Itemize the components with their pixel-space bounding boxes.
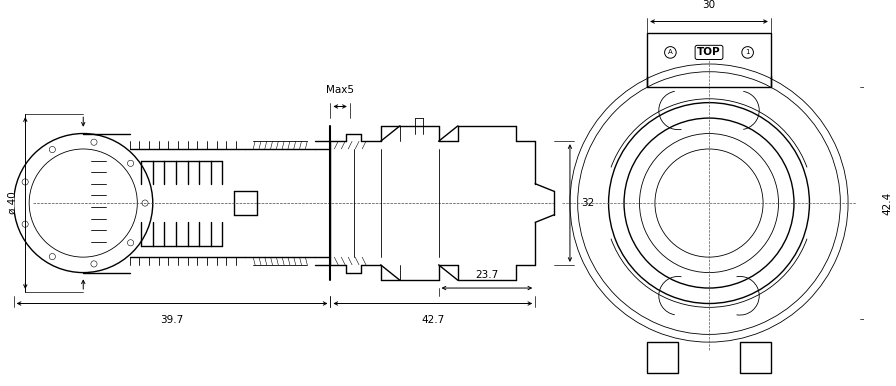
Text: Max5: Max5 (326, 85, 354, 95)
Text: 1: 1 (745, 49, 750, 56)
Text: A: A (668, 49, 673, 56)
Bar (740, 342, 771, 373)
Bar (647, 33, 771, 87)
Text: TOP: TOP (697, 47, 720, 58)
Text: ø 40: ø 40 (7, 192, 18, 215)
Text: 42.7: 42.7 (421, 315, 444, 325)
Text: 30: 30 (702, 0, 716, 10)
Text: 32: 32 (582, 198, 595, 208)
Text: 42.4: 42.4 (883, 191, 892, 215)
Text: 23.7: 23.7 (475, 270, 498, 280)
Bar (647, 342, 678, 373)
Text: 39.7: 39.7 (160, 315, 184, 325)
